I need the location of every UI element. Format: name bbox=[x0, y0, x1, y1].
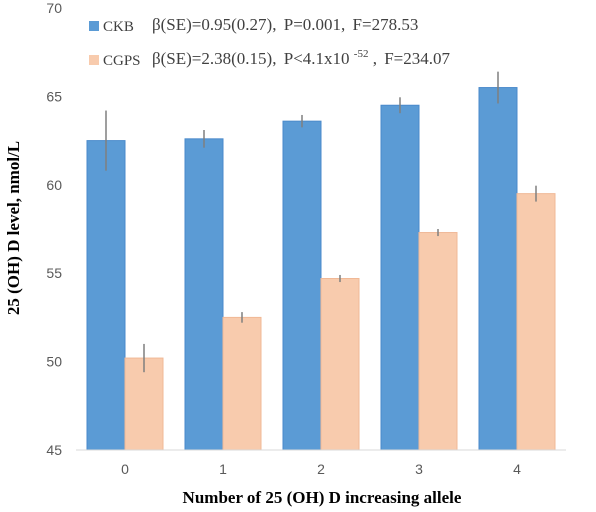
legend-label-cgps: CGPS bbox=[103, 53, 141, 69]
stats-ckb-beta: β(SE)=0.95(0.27), bbox=[152, 15, 276, 34]
bars-layer bbox=[86, 87, 556, 451]
y-tick-label-65: 65 bbox=[46, 88, 62, 104]
bar-cgps-3 bbox=[418, 232, 458, 451]
bar-cgps-2 bbox=[320, 278, 360, 451]
x-tick-label-4: 4 bbox=[513, 461, 521, 477]
legend-swatch-ckb bbox=[89, 21, 99, 31]
legend-swatch-cgps bbox=[89, 55, 99, 65]
bar-ckb-1 bbox=[184, 138, 224, 451]
legend-label-ckb: CKB bbox=[103, 19, 134, 35]
legend: CKB β(SE)=0.95(0.27), P=0.001, F=278.53 … bbox=[89, 15, 450, 69]
x-axis-title: Number of 25 (OH) D increasing allele bbox=[183, 488, 462, 507]
bar-ckb-2 bbox=[282, 120, 322, 451]
y-axis-title: 25 (OH) D level, nmol/L bbox=[4, 141, 23, 315]
stats-ckb-f: F=278.53 bbox=[353, 15, 419, 34]
x-tick-label-0: 0 bbox=[121, 461, 129, 477]
errorbars-layer bbox=[105, 71, 537, 373]
bar-ckb-0 bbox=[86, 140, 126, 451]
stats-ckb-p: P=0.001, bbox=[284, 15, 346, 34]
x-axis-ticks: 0 1 2 3 4 bbox=[121, 461, 521, 477]
y-tick-label-70: 70 bbox=[46, 0, 62, 16]
bar-cgps-1 bbox=[222, 316, 262, 451]
y-tick-label-55: 55 bbox=[46, 265, 62, 281]
x-tick-label-2: 2 bbox=[317, 461, 325, 477]
bar-ckb-3 bbox=[380, 104, 420, 451]
x-tick-label-1: 1 bbox=[219, 461, 227, 477]
stats-cgps-p-suffix: , bbox=[373, 49, 377, 68]
stats-cgps-p: P<4.1x10 bbox=[284, 49, 350, 68]
stats-cgps-p-exponent: -52 bbox=[354, 48, 369, 60]
x-tick-label-3: 3 bbox=[415, 461, 423, 477]
stats-cgps: β(SE)=2.38(0.15), P<4.1x10 -52 , F=234.0… bbox=[152, 42, 450, 68]
y-tick-label-45: 45 bbox=[46, 442, 62, 458]
y-axis-ticks: 45 50 55 60 65 70 bbox=[46, 0, 62, 458]
stats-cgps-beta: β(SE)=2.38(0.15), bbox=[152, 49, 276, 68]
bar-cgps-4 bbox=[516, 193, 556, 451]
bar-cgps-0 bbox=[124, 357, 164, 451]
y-tick-label-60: 60 bbox=[46, 177, 62, 193]
stats-cgps-f: F=234.07 bbox=[384, 49, 450, 68]
y-tick-label-50: 50 bbox=[46, 354, 62, 370]
bar-ckb-4 bbox=[478, 87, 518, 451]
stats-ckb: β(SE)=0.95(0.27), P=0.001, F=278.53 bbox=[152, 15, 418, 34]
